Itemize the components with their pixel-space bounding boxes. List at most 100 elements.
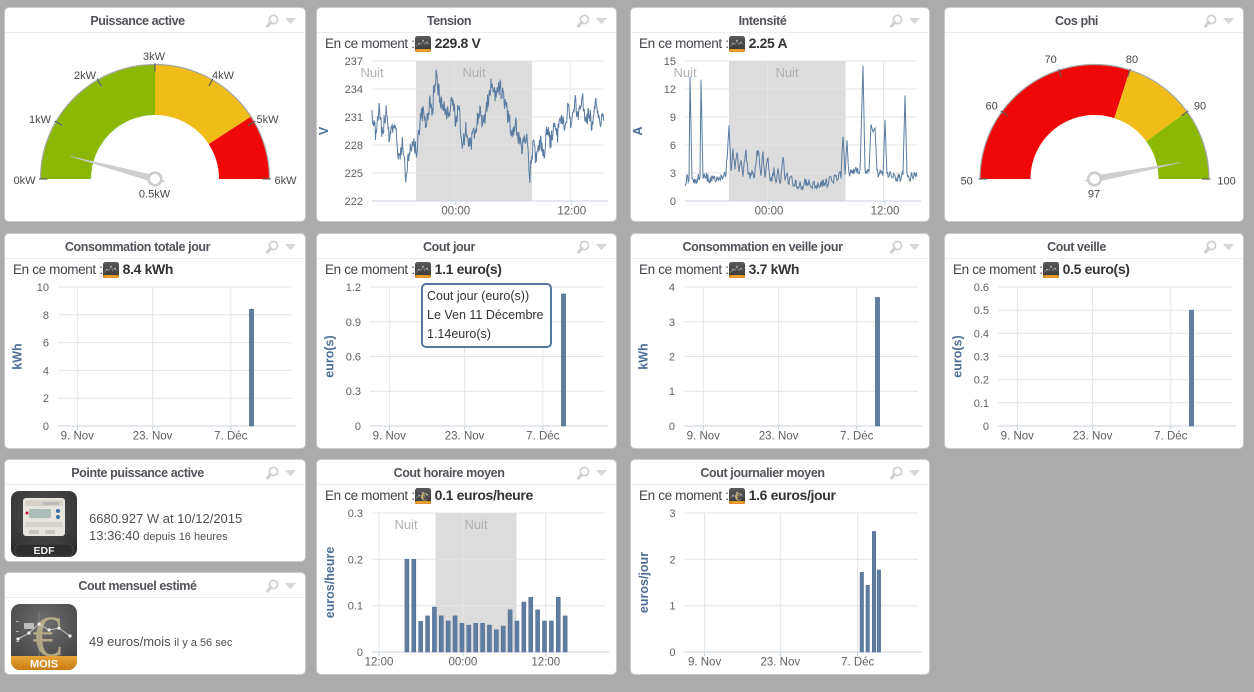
svg-text:2: 2 — [669, 352, 675, 364]
svg-text:0.3: 0.3 — [974, 352, 989, 364]
svg-text:0: 0 — [983, 421, 989, 433]
svg-text:222: 222 — [345, 196, 363, 208]
svg-text:2: 2 — [43, 393, 49, 405]
svg-text:50: 50 — [961, 175, 973, 187]
svg-text:7. Déc: 7. Déc — [214, 431, 247, 443]
svg-text:1kW: 1kW — [29, 114, 52, 126]
svg-text:13:36:40 depuis 16 heures: 13:36:40 depuis 16 heures — [89, 528, 228, 543]
svg-text:Nuit: Nuit — [394, 517, 418, 532]
svg-text:7. Déc: 7. Déc — [840, 431, 873, 443]
svg-text:9: 9 — [670, 112, 676, 124]
svg-text:euros/heure: euros/heure — [323, 547, 337, 619]
svg-text:12:00: 12:00 — [531, 657, 560, 669]
svg-text:0.3: 0.3 — [348, 508, 363, 520]
svg-text:0: 0 — [670, 196, 676, 208]
svg-text:10: 10 — [37, 282, 49, 294]
svg-text:0.6: 0.6 — [974, 282, 989, 294]
svg-text:6680.927 W at 10/12/2015: 6680.927 W at 10/12/2015 — [89, 511, 242, 526]
svg-text:12: 12 — [664, 84, 676, 96]
svg-text:6: 6 — [43, 338, 49, 350]
svg-text:MOIS: MOIS — [30, 659, 58, 671]
svg-text:4: 4 — [43, 365, 49, 377]
svg-text:2: 2 — [669, 554, 675, 566]
svg-text:97: 97 — [1088, 189, 1100, 201]
svg-text:00:00: 00:00 — [449, 657, 478, 669]
svg-text:15: 15 — [664, 56, 676, 68]
svg-text:9. Nov: 9. Nov — [687, 431, 720, 443]
svg-text:€: € — [420, 490, 426, 504]
svg-text:237: 237 — [345, 56, 363, 68]
svg-text:2kW: 2kW — [74, 70, 97, 82]
svg-text:23. Nov: 23. Nov — [759, 431, 799, 443]
svg-text:0.3: 0.3 — [346, 386, 361, 398]
svg-text:0: 0 — [669, 647, 675, 659]
svg-text:1: 1 — [669, 386, 675, 398]
svg-text:EDF: EDF — [34, 545, 56, 557]
svg-text:8: 8 — [43, 310, 49, 322]
svg-text:kWh: kWh — [11, 343, 25, 369]
svg-text:A: A — [631, 126, 645, 135]
svg-text:1.2: 1.2 — [346, 282, 361, 294]
svg-text:12:00: 12:00 — [365, 657, 394, 669]
svg-text:23. Nov: 23. Nov — [1073, 431, 1113, 443]
svg-text:23. Nov: 23. Nov — [445, 431, 485, 443]
svg-text:0: 0 — [43, 421, 49, 433]
svg-text:00:00: 00:00 — [441, 206, 470, 218]
svg-text:12:00: 12:00 — [557, 206, 586, 218]
svg-text:1: 1 — [669, 601, 675, 613]
svg-text:0.4: 0.4 — [974, 328, 989, 340]
svg-text:Nuit: Nuit — [673, 65, 697, 80]
svg-text:€: € — [734, 490, 740, 504]
svg-text:70: 70 — [1044, 54, 1056, 66]
svg-text:4: 4 — [669, 282, 675, 294]
svg-text:0.2: 0.2 — [348, 554, 363, 566]
svg-text:0.9: 0.9 — [346, 317, 361, 329]
svg-text:0.6: 0.6 — [346, 352, 361, 364]
svg-text:9. Nov: 9. Nov — [61, 431, 94, 443]
svg-text:euros/jour: euros/jour — [637, 552, 651, 613]
svg-text:80: 80 — [1126, 54, 1138, 66]
svg-text:9. Nov: 9. Nov — [1001, 431, 1034, 443]
svg-text:23. Nov: 23. Nov — [760, 657, 800, 669]
svg-text:0: 0 — [355, 421, 361, 433]
svg-text:6: 6 — [670, 140, 676, 152]
svg-text:euro(s): euro(s) — [323, 335, 337, 377]
svg-text:12:00: 12:00 — [871, 206, 900, 218]
svg-text:234: 234 — [345, 84, 363, 96]
svg-text:100: 100 — [1217, 175, 1235, 187]
svg-text:Nuit: Nuit — [464, 517, 488, 532]
svg-text:5kW: 5kW — [257, 114, 280, 126]
svg-text:9. Nov: 9. Nov — [373, 431, 406, 443]
svg-text:0.5kW: 0.5kW — [139, 189, 171, 201]
svg-text:23. Nov: 23. Nov — [133, 431, 173, 443]
svg-text:0.1: 0.1 — [974, 398, 989, 410]
svg-text:3: 3 — [669, 508, 675, 520]
svg-text:0.2: 0.2 — [974, 375, 989, 387]
svg-text:Nuit: Nuit — [775, 65, 799, 80]
svg-text:60: 60 — [985, 101, 997, 113]
svg-text:7. Déc: 7. Déc — [841, 657, 874, 669]
svg-text:V: V — [317, 126, 331, 135]
svg-text:4kW: 4kW — [212, 70, 235, 82]
svg-text:3: 3 — [670, 168, 676, 180]
svg-text:7. Déc: 7. Déc — [1154, 431, 1187, 443]
svg-text:euro(s): euro(s) — [951, 335, 965, 377]
svg-text:0.1: 0.1 — [348, 601, 363, 613]
svg-text:49 euros/mois il y a 56 sec: 49 euros/mois il y a 56 sec — [89, 634, 233, 649]
svg-text:6kW: 6kW — [275, 175, 298, 187]
svg-text:225: 225 — [345, 168, 363, 180]
svg-text:Nuit: Nuit — [462, 65, 486, 80]
svg-text:3kW: 3kW — [143, 51, 166, 63]
svg-text:00:00: 00:00 — [755, 206, 784, 218]
svg-text:Nuit: Nuit — [360, 65, 384, 80]
svg-text:0: 0 — [357, 647, 363, 659]
svg-text:0kW: 0kW — [14, 175, 37, 187]
svg-text:0.5: 0.5 — [974, 305, 989, 317]
svg-text:3: 3 — [669, 317, 675, 329]
svg-text:kWh: kWh — [637, 343, 651, 369]
svg-text:7. Déc: 7. Déc — [526, 431, 559, 443]
svg-text:228: 228 — [345, 140, 363, 152]
svg-text:0: 0 — [669, 421, 675, 433]
svg-text:90: 90 — [1194, 101, 1206, 113]
svg-text:231: 231 — [345, 112, 363, 124]
